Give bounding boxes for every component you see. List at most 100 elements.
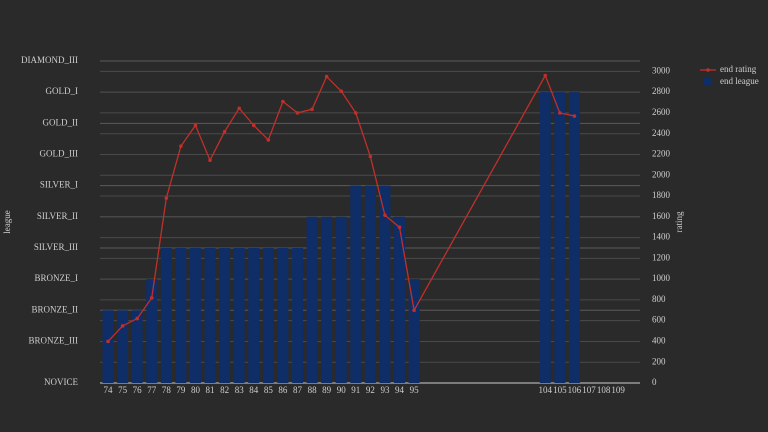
line-marker [295,111,300,115]
line-marker [164,196,169,200]
bar [568,92,580,384]
y2-tick-label: 2600 [652,107,671,117]
y2-tick-label: 200 [652,356,666,366]
y-tick-label: SILVER_III [34,242,78,252]
bar [160,247,172,383]
x-tick-label: 75 [118,385,128,395]
y2-tick-label: 1400 [652,232,671,242]
bar [117,310,129,383]
x-tick-label: 79 [176,385,186,395]
line-marker [412,308,416,313]
y2-tick-label: 1800 [652,190,671,200]
line-marker [324,74,329,79]
bar [335,216,347,383]
line-marker [310,107,314,112]
x-tick-label: 77 [147,385,157,395]
x-tick-label: 84 [249,385,259,395]
y2-tick-label: 1200 [652,252,671,262]
bar [219,247,231,383]
bar [189,247,201,383]
bar [306,216,318,383]
line-marker [120,324,125,328]
line-marker [208,158,212,162]
x-tick-label: 76 [133,385,143,395]
line-marker [558,111,562,115]
legend-label: end league [720,76,759,86]
x-tick-label: 74 [104,385,114,395]
x-tick-label: 108 [597,385,611,395]
x-tick-label: 92 [366,385,375,395]
x-tick-label: 106 [568,385,582,395]
line-marker [543,73,548,78]
x-tick-label: 85 [264,385,274,395]
y2-tick-label: 2800 [652,86,671,96]
y-tick-label: BRONZE_II [32,304,79,314]
y-tick-label: DIAMOND_III [21,55,78,65]
line-marker [572,114,577,118]
bar [233,247,245,383]
bar [554,92,566,384]
x-tick-label: 95 [410,385,420,395]
y2-tick-label: 1000 [652,273,671,283]
bar [350,185,362,383]
x-tick-label: 89 [322,385,332,395]
x-tick-label: 81 [206,385,215,395]
bar [539,92,551,384]
line-marker [193,123,198,128]
y-tick-label: NOVICE [44,377,78,387]
x-tick-label: 104 [539,385,553,395]
bar [277,247,289,383]
x-tick-label: 93 [380,385,390,395]
line-marker [222,129,227,134]
x-tick-label: 86 [278,385,288,395]
legend-swatch [704,78,712,86]
y2-tick-label: 1600 [652,211,671,221]
bar [102,310,114,383]
bar [394,216,406,383]
line-marker [339,89,344,93]
line-marker [397,225,402,229]
line-marker [266,138,271,142]
line-marker [383,213,387,218]
bar [408,279,420,383]
bar [204,247,216,383]
legend-label: end rating [720,64,757,74]
legend-swatch [706,68,710,72]
line-marker [135,316,139,321]
x-tick-label: 82 [220,385,229,395]
y-tick-label: GOLD_I [46,86,79,96]
x-tick-label: 88 [308,385,318,395]
bar [175,247,187,383]
y2-tick-label: 2000 [652,169,671,179]
y-axis-title: league [2,210,12,233]
y2-tick-label: 0 [652,377,657,387]
bar [364,185,376,383]
bar [379,185,391,383]
y2-tick-label: 800 [652,294,666,304]
y-tick-label: SILVER_I [40,180,78,190]
line-marker [368,154,373,159]
bar [131,310,143,383]
y-tick-label: SILVER_II [37,211,78,221]
x-tick-label: 78 [162,385,172,395]
line-marker [237,106,241,111]
x-tick-label: 105 [553,385,567,395]
y2-tick-label: 2200 [652,149,671,159]
x-tick-label: 109 [611,385,625,395]
bar [321,216,333,383]
bar [262,247,274,383]
y-tick-label: GOLD_III [40,149,79,159]
x-tick-label: 83 [235,385,245,395]
line-marker [149,296,154,300]
line-marker [353,111,358,115]
y-tick-label: GOLD_II [43,117,79,127]
x-tick-label: 91 [351,385,360,395]
y-tick-label: BRONZE_III [29,336,79,346]
bar [146,279,158,383]
y2-tick-label: 2400 [652,128,671,138]
x-tick-label: 87 [293,385,303,395]
y2-axis-title: rating [674,211,684,232]
y2-tick-label: 600 [652,315,666,325]
bar [248,247,260,383]
